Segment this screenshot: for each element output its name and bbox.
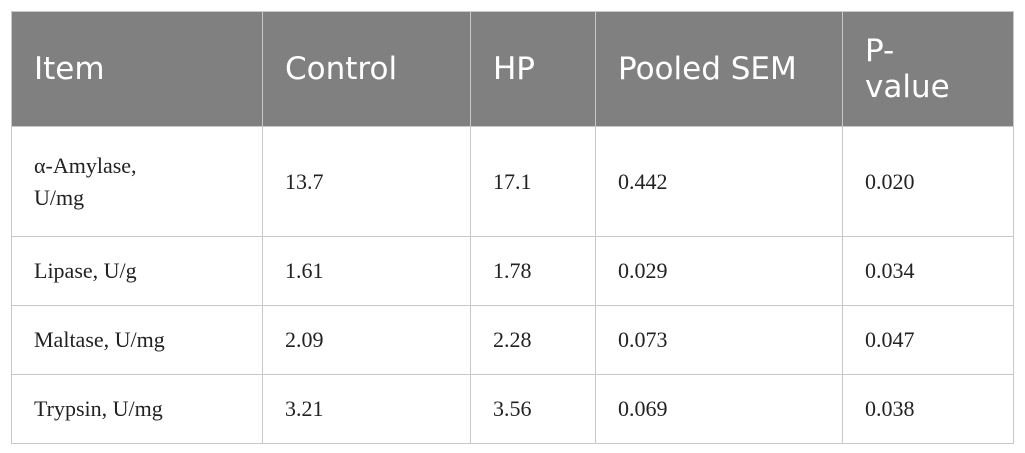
table-row: α-Amylase, U/mg 13.7 17.1 0.442 0.020 xyxy=(11,126,1014,237)
header-cell: Pooled SEM xyxy=(595,11,843,127)
table-cell: 13.7 xyxy=(262,126,471,237)
table-row: Trypsin, U/mg 3.21 3.56 0.069 0.038 xyxy=(11,374,1014,444)
header-row: Item Control HP Pooled SEM P-value xyxy=(11,11,1014,127)
table-cell: 0.038 xyxy=(842,374,1014,444)
table-cell: Lipase, U/g xyxy=(11,236,263,306)
table-cell: 0.029 xyxy=(595,236,843,306)
header-cell: P-value xyxy=(842,11,1014,127)
header-cell: Item xyxy=(11,11,263,127)
table-cell: 2.09 xyxy=(262,305,471,375)
table-cell: 17.1 xyxy=(470,126,596,237)
table-cell: α-Amylase, U/mg xyxy=(11,126,263,237)
header-cell: HP xyxy=(470,11,596,127)
header-cell: Control xyxy=(262,11,471,127)
table-cell: 2.28 xyxy=(470,305,596,375)
table-row: Lipase, U/g 1.61 1.78 0.029 0.034 xyxy=(11,236,1014,306)
row-label: Lipase, U/g xyxy=(34,258,137,283)
row-label: α-Amylase, U/mg xyxy=(34,152,137,210)
table-body: α-Amylase, U/mg 13.7 17.1 0.442 0.020 Lipase,… xyxy=(11,126,1014,444)
row-label: Maltase, U/mg xyxy=(34,327,165,352)
table-cell: 3.21 xyxy=(262,374,471,444)
table-cell: 1.61 xyxy=(262,236,471,306)
header-text: P-value xyxy=(865,33,950,105)
table-cell: Maltase, U/mg xyxy=(11,305,263,375)
table-cell: Trypsin, U/mg xyxy=(11,374,263,444)
row-label: Trypsin, U/mg xyxy=(34,396,163,421)
table-cell: 0.020 xyxy=(842,126,1014,237)
table-cell: 0.034 xyxy=(842,236,1014,306)
data-table: Item Control HP Pooled SEM P-value α-Amy… xyxy=(11,11,1014,444)
table-cell: 3.56 xyxy=(470,374,596,444)
table-cell: 0.047 xyxy=(842,305,1014,375)
table-cell: 0.069 xyxy=(595,374,843,444)
table-cell: 0.442 xyxy=(595,126,843,237)
table-cell: 0.073 xyxy=(595,305,843,375)
table-row: Maltase, U/mg 2.09 2.28 0.073 0.047 xyxy=(11,305,1014,375)
table-cell: 1.78 xyxy=(470,236,596,306)
